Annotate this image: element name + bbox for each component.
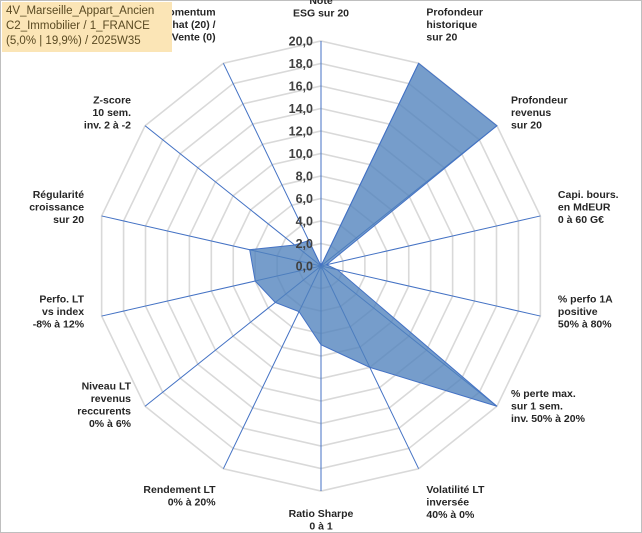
axis-label: Profondeur historique sur 20 <box>426 7 483 44</box>
tick-label: 0,0 <box>296 260 313 274</box>
axis-spoke <box>320 265 541 317</box>
axis-label: Note ESG sur 20 <box>293 0 349 20</box>
tick-label: 6,0 <box>296 192 313 206</box>
axis-label: % perfo 1A positive 50% à 80% <box>558 294 613 331</box>
info-line-name: 4V_Marseille_Appart_Ancien <box>6 5 155 17</box>
info-line-stats: (5,0% | 19,9%) / 2025W35 <box>6 35 141 47</box>
tick-label: 18,0 <box>289 57 313 71</box>
info-box: 4V_Marseille_Appart_Ancien C2_Immobilier… <box>2 2 172 52</box>
axis-label: Momentum Achat (20) / Vente (0) <box>159 7 216 44</box>
tick-label: 14,0 <box>289 102 313 116</box>
axis-spoke <box>144 125 322 267</box>
axis-label: Niveau LT revenus reccurents 0% à 6% <box>77 380 131 430</box>
axis-label: Régularité croissance sur 20 <box>29 189 84 226</box>
series-area <box>249 62 498 407</box>
tick-label: 20,0 <box>289 35 313 49</box>
axis-label: Ratio Sharpe 0 à 1 <box>289 508 354 533</box>
axis-label: % perte max. sur 1 sem. inv. 50% à 20% <box>511 388 586 425</box>
tick-label: 2,0 <box>296 237 313 251</box>
axis-label: Perfo. LT vs index -8% à 12% <box>33 294 85 331</box>
axis-label: Profondeur revenus sur 20 <box>511 94 568 131</box>
info-line-sector: C2_Immobilier / 1_FRANCE <box>6 20 150 32</box>
axis-spoke <box>320 215 541 267</box>
tick-layer: 0,0 2,0 4,0 6,0 8,0 10,0 12,0 14,0 16,0 18,0 20,0 <box>289 35 313 274</box>
axis-spoke <box>222 63 322 267</box>
tick-label: 8,0 <box>296 170 313 184</box>
tick-label: 4,0 <box>296 215 313 229</box>
tick-label: 16,0 <box>289 80 313 94</box>
series-layer <box>249 62 498 407</box>
axis-label: Volatilité LT inversée 40% à 0% <box>426 484 485 521</box>
tick-label: 10,0 <box>289 147 313 161</box>
axis-label: Capi. bours. en MdEUR 0 à 60 G€ <box>558 189 619 226</box>
tick-label: 12,0 <box>289 125 313 139</box>
axis-label: Z-score 10 sem. inv. 2 à -2 <box>84 94 131 131</box>
axis-label-layer: Note ESG sur 20 Profondeur historique sur 20… <box>29 0 618 533</box>
axis-label: Rendement LT 0% à 20% <box>143 484 216 509</box>
